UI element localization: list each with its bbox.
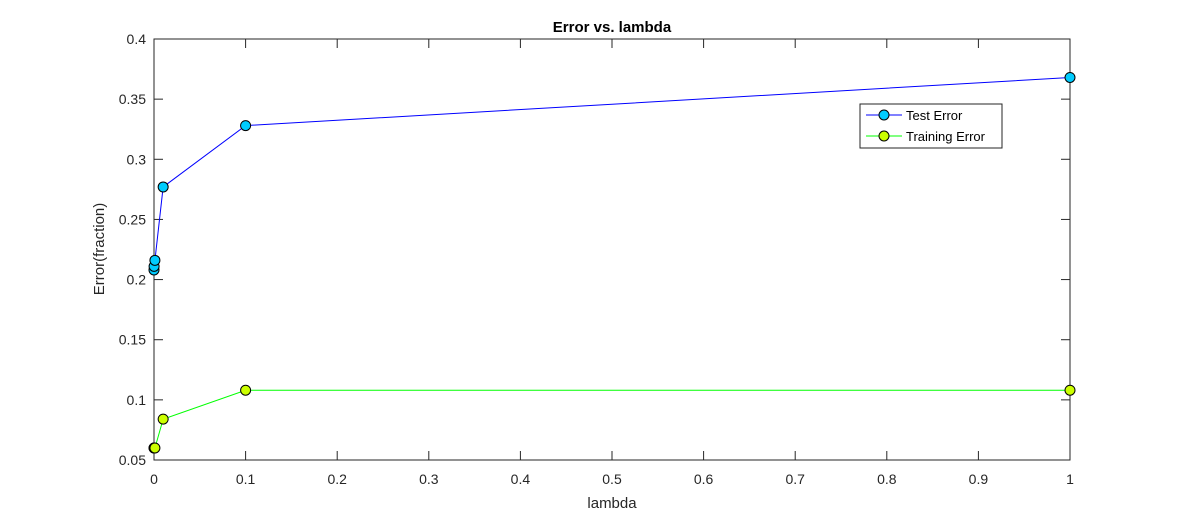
- legend-marker-training-error: [878, 130, 890, 142]
- legend-label-training-error: Training Error: [906, 129, 986, 144]
- y-axis-title: Error(fraction): [91, 203, 108, 296]
- y-axis: 0.05 0.1 0.15 0.2 0.25 0.3 0.35 0.4: [119, 31, 1070, 468]
- series-layer: [148, 71, 1076, 454]
- x-tick-label: 0.1: [236, 471, 256, 487]
- data-point: [1064, 384, 1076, 396]
- chart-title: Error vs. lambda: [553, 19, 672, 36]
- legend: Test Error Training Error: [859, 103, 1003, 149]
- y-tick-label: 0.15: [119, 332, 146, 348]
- data-point: [240, 120, 252, 132]
- x-tick-label: 0.2: [327, 471, 347, 487]
- data-point: [240, 384, 252, 396]
- y-tick-label: 0.05: [119, 452, 146, 468]
- legend-label-test-error: Test Error: [906, 108, 963, 123]
- x-tick-label: 0.7: [785, 471, 805, 487]
- y-tick-label: 0.2: [127, 272, 147, 288]
- x-tick-label: 0.9: [969, 471, 989, 487]
- x-tick-label: 0.6: [694, 471, 714, 487]
- x-tick-label: 0: [150, 471, 158, 487]
- data-point: [1064, 71, 1076, 83]
- x-tick-label: 0.8: [877, 471, 897, 487]
- x-tick-label: 0.5: [602, 471, 622, 487]
- legend-marker-test-error: [878, 109, 890, 121]
- data-point: [149, 442, 161, 454]
- x-tick-label: 0.4: [511, 471, 531, 487]
- x-tick-label: 0.3: [419, 471, 439, 487]
- y-tick-label: 0.3: [127, 151, 147, 167]
- data-point: [157, 413, 169, 425]
- y-tick-label: 0.4: [127, 31, 147, 47]
- y-tick-label: 0.25: [119, 211, 146, 227]
- plot-area: [153, 38, 1071, 461]
- y-tick-label: 0.35: [119, 91, 146, 107]
- x-tick-label: 1: [1066, 471, 1074, 487]
- data-point: [149, 254, 161, 266]
- y-tick-label: 0.1: [127, 392, 147, 408]
- data-point: [157, 181, 169, 193]
- x-axis-title: lambda: [587, 495, 637, 512]
- x-axis: 0 0.1 0.2 0.3 0.4 0.5 0.6 0.7 0.8 0.9 1: [150, 39, 1074, 487]
